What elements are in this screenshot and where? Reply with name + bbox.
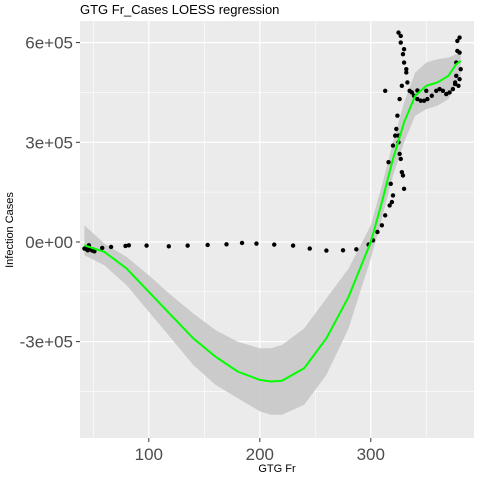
x-tick-label: 200 bbox=[246, 445, 274, 464]
data-point bbox=[126, 243, 132, 248]
data-point bbox=[401, 186, 407, 191]
data-point bbox=[421, 98, 427, 103]
data-point bbox=[454, 73, 459, 79]
data-point bbox=[447, 90, 452, 95]
loess-fit-line bbox=[84, 60, 462, 383]
x-tick-label: 100 bbox=[135, 445, 163, 464]
data-point bbox=[99, 245, 105, 251]
data-point bbox=[401, 60, 407, 65]
data-point bbox=[123, 243, 128, 249]
data-point bbox=[404, 70, 409, 75]
data-point bbox=[290, 243, 296, 248]
data-point bbox=[400, 173, 406, 178]
data-point bbox=[399, 169, 405, 175]
data-point bbox=[424, 88, 429, 93]
data-point bbox=[389, 199, 395, 205]
data-point bbox=[455, 38, 460, 44]
data-point bbox=[383, 88, 388, 93]
data-point bbox=[450, 86, 456, 92]
x-axis-title: GTG Fr bbox=[258, 463, 296, 475]
data-point bbox=[404, 66, 409, 72]
data-point bbox=[409, 90, 415, 95]
y-tick-label: 3e+05 bbox=[25, 133, 73, 152]
data-point bbox=[224, 242, 229, 247]
data-point bbox=[415, 96, 420, 102]
data-point bbox=[387, 203, 392, 208]
y-axis: -3e+05 0e+00 3e+05 6e+05 bbox=[20, 34, 80, 352]
data-point bbox=[399, 83, 405, 88]
data-point bbox=[379, 223, 385, 228]
data-point bbox=[437, 86, 442, 92]
data-point bbox=[418, 98, 423, 103]
data-point bbox=[254, 241, 259, 246]
data-point bbox=[400, 52, 406, 57]
data-point bbox=[144, 243, 149, 248]
data-point bbox=[396, 30, 401, 35]
data-point bbox=[398, 40, 403, 45]
data-point bbox=[324, 248, 329, 253]
data-point bbox=[239, 240, 245, 246]
data-point bbox=[166, 244, 171, 249]
y-tick-label: 6e+05 bbox=[25, 34, 73, 53]
x-tick-label: 300 bbox=[357, 445, 385, 464]
data-point bbox=[390, 143, 396, 148]
data-point bbox=[272, 242, 277, 247]
data-point bbox=[205, 242, 210, 248]
data-point bbox=[457, 35, 462, 40]
data-point bbox=[397, 96, 402, 102]
data-point bbox=[307, 246, 312, 251]
y-tick-label: -3e+05 bbox=[20, 333, 73, 352]
scatter-points bbox=[82, 30, 463, 254]
data-point bbox=[429, 93, 435, 98]
data-point bbox=[394, 126, 399, 132]
chart-title: GTG Fr_Cases LOESS regression bbox=[80, 2, 279, 17]
data-point bbox=[354, 247, 359, 252]
y-axis-title: Infection Cases bbox=[4, 192, 16, 268]
y-tick-label: 0e+00 bbox=[25, 233, 73, 252]
data-point bbox=[398, 33, 403, 39]
data-point bbox=[405, 80, 410, 85]
data-point bbox=[458, 66, 463, 72]
data-point bbox=[434, 88, 439, 93]
data-point bbox=[386, 160, 391, 165]
data-point bbox=[456, 83, 461, 88]
data-point bbox=[390, 193, 396, 198]
data-point bbox=[452, 81, 458, 87]
data-point bbox=[375, 229, 380, 235]
data-point bbox=[340, 248, 346, 253]
data-point bbox=[395, 113, 400, 118]
data-point bbox=[108, 244, 114, 250]
data-point bbox=[457, 76, 462, 82]
data-point bbox=[393, 133, 398, 138]
data-point bbox=[440, 88, 446, 93]
data-point bbox=[457, 50, 462, 55]
data-point bbox=[388, 181, 393, 187]
data-point bbox=[185, 243, 190, 248]
data-point bbox=[425, 96, 430, 102]
data-point bbox=[92, 249, 97, 254]
x-axis: 100 200 300 bbox=[135, 438, 385, 464]
data-point bbox=[383, 213, 388, 218]
data-point bbox=[397, 151, 402, 157]
data-point bbox=[444, 91, 449, 97]
data-point bbox=[401, 47, 407, 52]
data-point bbox=[398, 156, 403, 162]
